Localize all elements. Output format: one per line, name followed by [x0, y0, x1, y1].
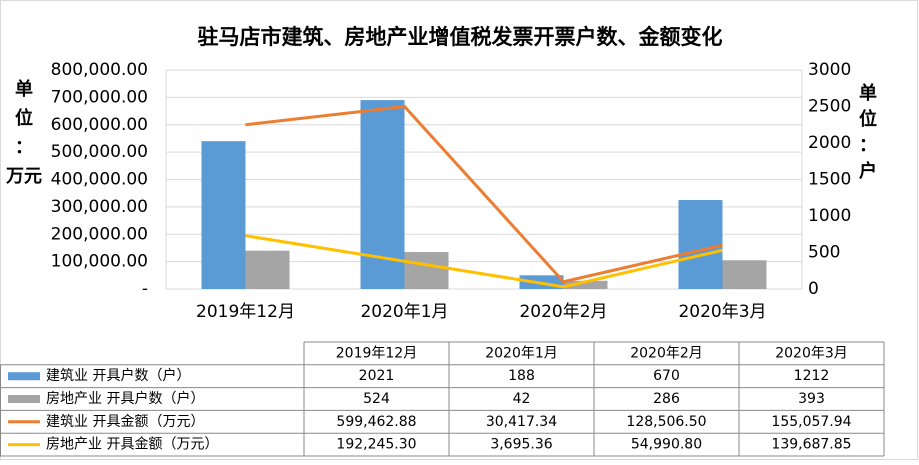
- y2-tick-label: 0: [808, 279, 819, 299]
- y2-tick-label: 3000: [808, 60, 851, 80]
- y-axis-label: 单: [15, 78, 33, 100]
- y-tick-label: 500,000.00: [51, 142, 148, 162]
- bar: [404, 252, 449, 289]
- table-cell: 393: [798, 391, 825, 407]
- table-cell: 188: [508, 368, 535, 384]
- y2-axis-label: 单: [859, 82, 877, 104]
- table-cell: 670: [653, 368, 680, 384]
- y-tick-label: 400,000.00: [51, 170, 148, 190]
- legend-label: 建筑业 开具户数（户）: [46, 367, 190, 384]
- table-cell: 599,462.88: [336, 414, 416, 430]
- table-cell: 42: [513, 391, 531, 407]
- y-tick-label: -: [142, 279, 148, 299]
- plot-border: [165, 69, 803, 290]
- table-cell: 3,695.36: [490, 437, 552, 453]
- table-cell: 155,057.94: [771, 414, 851, 430]
- table-cell: 30,417.34: [486, 414, 557, 430]
- table-header: 2020年1月: [485, 345, 558, 361]
- y2-axis-label: 户: [859, 160, 877, 182]
- y2-tick-label: 1500: [808, 170, 851, 190]
- x-tick-label: 2020年1月: [360, 302, 448, 322]
- line: [245, 104, 723, 284]
- table-cell: 2021: [359, 368, 395, 384]
- legend-key: [8, 395, 40, 403]
- table-cell: 139,687.85: [771, 437, 851, 453]
- legend-label: 建筑业 开具金额（万元）: [46, 414, 204, 430]
- table-header: 2020年3月: [775, 345, 848, 361]
- y-axis-label: 万元: [5, 166, 42, 187]
- y-tick-label: 800,000.00: [51, 60, 148, 80]
- bar: [563, 280, 608, 289]
- table-cell: 524: [363, 391, 390, 407]
- bar: [678, 200, 723, 289]
- legend-key: [8, 372, 40, 381]
- legend-label: 房地产业 开具户数（户）: [46, 390, 204, 407]
- bar: [201, 141, 246, 289]
- y-tick-label: 300,000.00: [51, 197, 148, 217]
- table-cell: 192,245.30: [336, 437, 416, 453]
- table-cell: 286: [653, 391, 680, 407]
- x-tick-label: 2019年12月: [196, 302, 295, 322]
- y2-axis-label: ：: [859, 135, 877, 156]
- y2-axis-label: 位: [859, 108, 877, 130]
- bar: [245, 250, 290, 289]
- y2-tick-label: 2500: [808, 97, 851, 117]
- table-header: 2020年2月: [630, 345, 703, 361]
- x-tick-label: 2020年3月: [678, 302, 766, 322]
- table-cell: 1212: [794, 368, 830, 384]
- bar: [722, 260, 767, 289]
- y-axis-label: ：: [15, 137, 33, 158]
- legend-label: 房地产业 开具金额（万元）: [46, 437, 218, 453]
- y-tick-label: 600,000.00: [51, 115, 148, 135]
- line: [245, 234, 723, 289]
- y-tick-label: 200,000.00: [51, 224, 148, 244]
- y-axis-label: 位: [15, 107, 33, 129]
- y2-tick-label: 500: [808, 243, 840, 263]
- chart-title: 驻马店市建筑、房地产业增值税发票开票户数、金额变化: [198, 25, 723, 49]
- y-tick-label: 700,000.00: [51, 87, 148, 107]
- x-tick-label: 2020年2月: [519, 302, 607, 322]
- table-cell: 128,506.50: [626, 414, 706, 430]
- table-cell: 54,990.80: [631, 437, 702, 453]
- y2-tick-label: 2000: [808, 133, 851, 153]
- y2-tick-label: 1000: [808, 206, 851, 226]
- y-tick-label: 100,000.00: [51, 252, 148, 272]
- table-header: 2019年12月: [336, 345, 417, 361]
